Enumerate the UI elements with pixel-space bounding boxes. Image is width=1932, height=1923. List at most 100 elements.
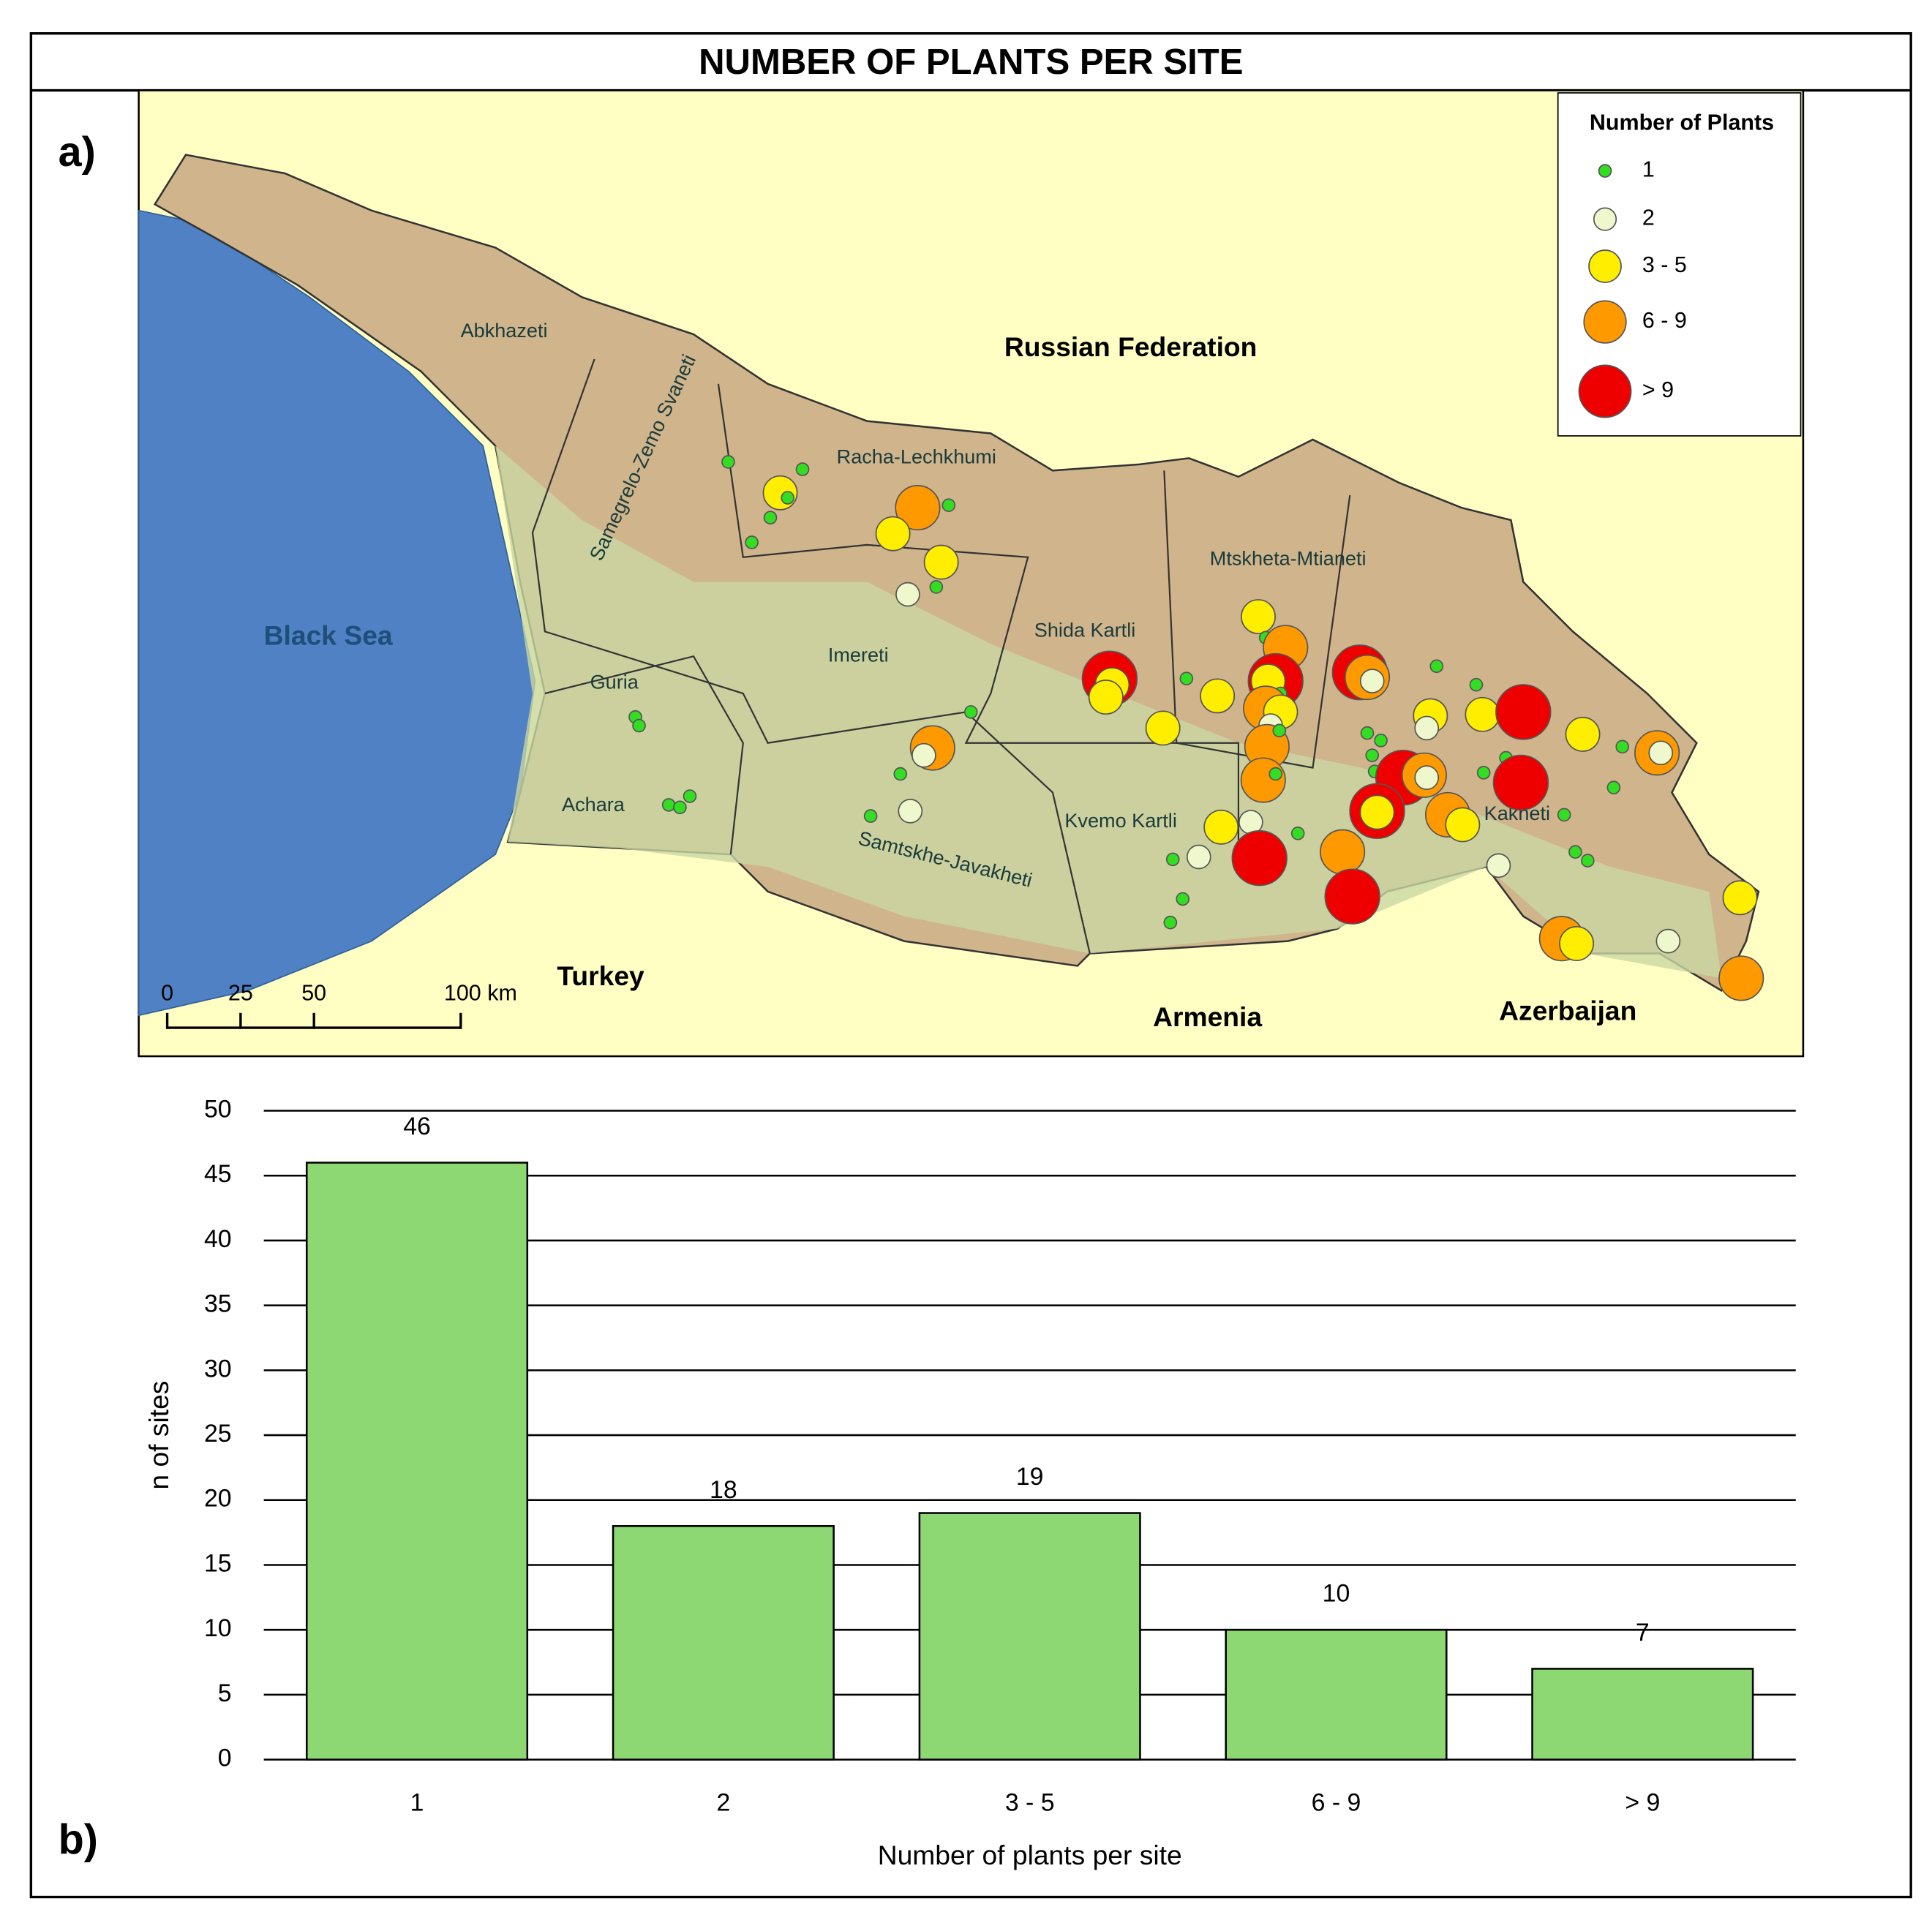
site-marker xyxy=(1722,880,1758,916)
site-marker xyxy=(1445,807,1481,843)
site-marker xyxy=(1429,659,1444,674)
map: Black Sea Russian Federation Turkey Arme… xyxy=(138,89,1805,1058)
site-marker xyxy=(781,491,795,505)
country-label: Armenia xyxy=(1153,1001,1262,1032)
site-marker xyxy=(1272,723,1287,738)
site-marker xyxy=(1360,726,1375,740)
x-tick-label: 6 - 9 xyxy=(1312,1788,1361,1816)
site-marker xyxy=(1290,827,1305,840)
site-marker xyxy=(1359,794,1395,830)
site-marker xyxy=(895,582,920,607)
legend-label: 2 xyxy=(1642,206,1655,230)
value-label: 10 xyxy=(1323,1580,1350,1608)
site-marker xyxy=(745,535,759,549)
site-marker xyxy=(912,742,936,768)
region-border xyxy=(1163,470,1351,769)
y-tick-label: 35 xyxy=(204,1290,232,1318)
site-marker xyxy=(1476,766,1491,780)
legend-label: 1 xyxy=(1642,157,1655,182)
scale-bar: 0 25 50 100 km xyxy=(161,980,517,1029)
value-label: 7 xyxy=(1636,1619,1650,1647)
site-marker xyxy=(1581,854,1595,868)
bar xyxy=(612,1524,835,1761)
scale-label: 50 xyxy=(301,980,326,1005)
site-marker xyxy=(1465,696,1500,732)
y-tick-label: 10 xyxy=(204,1614,232,1642)
site-marker xyxy=(1145,710,1181,746)
site-marker xyxy=(1088,680,1124,715)
bar xyxy=(305,1162,529,1761)
value-label: 19 xyxy=(1016,1463,1044,1491)
region-border xyxy=(531,358,1091,954)
site-marker xyxy=(895,485,941,531)
site-marker xyxy=(1568,845,1582,859)
value-label: 18 xyxy=(710,1476,737,1504)
site-marker xyxy=(1165,852,1180,867)
site-marker xyxy=(1557,808,1571,822)
site-marker xyxy=(923,544,959,580)
legend-symbol xyxy=(1598,164,1612,178)
value-label: 46 xyxy=(403,1113,431,1140)
panel-label: b) xyxy=(59,1816,98,1863)
region-label: Guria xyxy=(590,671,639,693)
site-marker xyxy=(1186,844,1211,870)
region-label: Imereti xyxy=(828,643,889,666)
x-tick-label: 2 xyxy=(716,1788,730,1816)
site-marker xyxy=(661,798,676,812)
site-marker xyxy=(963,705,978,719)
site-marker xyxy=(632,718,646,733)
bar xyxy=(1531,1668,1754,1761)
site-marker xyxy=(1176,892,1190,906)
legend-symbol xyxy=(1578,364,1632,418)
region-border xyxy=(544,655,744,855)
site-marker xyxy=(1559,926,1595,961)
site-marker xyxy=(795,462,810,476)
figure-title: NUMBER OF PLANTS PER SITE xyxy=(699,42,1243,82)
site-marker xyxy=(1203,809,1239,845)
site-marker xyxy=(929,580,944,594)
site-marker xyxy=(875,516,911,552)
legend: 1 2 3 - 5 6 - 9 > 9 xyxy=(1578,157,1687,418)
site-marker xyxy=(1414,765,1440,790)
site-marker xyxy=(1565,716,1601,752)
legend-label: 6 - 9 xyxy=(1642,308,1687,333)
region-label: Abkhazeti xyxy=(461,319,548,342)
country-label: Turkey xyxy=(557,960,644,991)
legend-title: Number of Plants xyxy=(1590,110,1774,135)
y-tick-label: 15 xyxy=(204,1549,232,1577)
site-marker xyxy=(1492,754,1549,811)
site-marker xyxy=(1324,868,1380,925)
site-marker xyxy=(1179,671,1194,686)
site-marker xyxy=(763,511,778,524)
site-marker xyxy=(1469,677,1484,692)
scale-label: 0 xyxy=(161,980,173,1005)
y-tick-label: 20 xyxy=(204,1485,232,1513)
x-tick-label: > 9 xyxy=(1625,1788,1660,1816)
y-axis-title: n of sites xyxy=(143,1381,174,1490)
panel-label: a) xyxy=(59,129,96,176)
scale-label: 25 xyxy=(228,980,253,1005)
legend-symbol xyxy=(1593,207,1617,231)
site-marker xyxy=(1718,955,1764,1001)
y-tick-label: 30 xyxy=(204,1355,232,1382)
region-label: Racha-Lechkhumi xyxy=(837,445,996,468)
bar xyxy=(918,1512,1141,1761)
site-marker xyxy=(1240,757,1286,803)
site-marker xyxy=(1268,767,1283,781)
site-marker xyxy=(1374,734,1388,748)
site-marker xyxy=(1231,830,1288,887)
site-marker xyxy=(1320,829,1366,875)
site-marker xyxy=(1615,740,1630,754)
site-marker xyxy=(1655,928,1681,954)
site-marker xyxy=(1486,853,1511,878)
country-label: Russian Federation xyxy=(1004,331,1258,362)
site-marker xyxy=(1606,780,1621,794)
site-marker xyxy=(863,809,878,823)
site-marker xyxy=(673,800,687,815)
sea-label: Black Sea xyxy=(264,620,393,651)
site-marker xyxy=(898,799,923,824)
x-axis-title: Number of plants per site xyxy=(878,1840,1182,1870)
bar xyxy=(1225,1628,1448,1761)
site-marker xyxy=(1495,684,1552,740)
site-marker xyxy=(1241,599,1276,635)
